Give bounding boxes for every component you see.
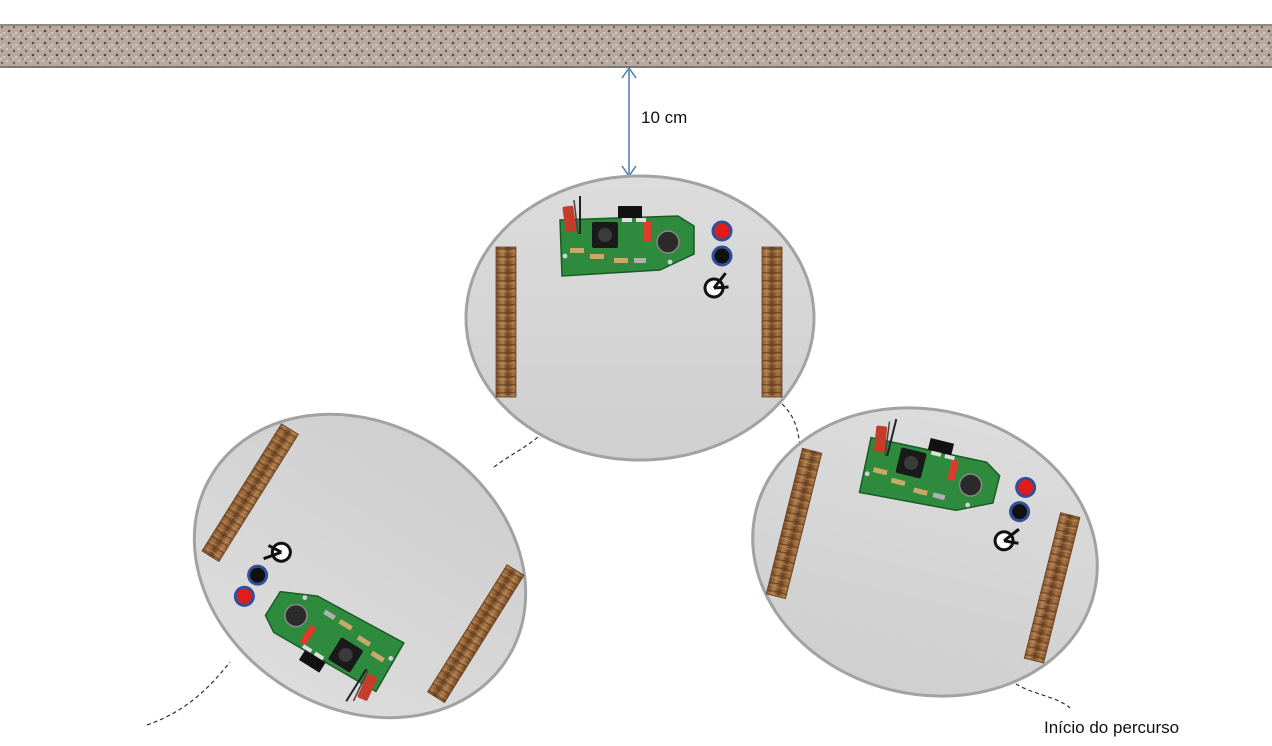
wall-texture bbox=[0, 26, 1272, 66]
distance-label: 10 cm bbox=[641, 108, 688, 127]
path-start-label: Início do percurso bbox=[1044, 718, 1180, 737]
wall bbox=[0, 24, 1272, 68]
robot-position-right bbox=[720, 370, 1130, 734]
distance-arrow bbox=[621, 66, 637, 178]
robot-position-top bbox=[464, 174, 816, 462]
